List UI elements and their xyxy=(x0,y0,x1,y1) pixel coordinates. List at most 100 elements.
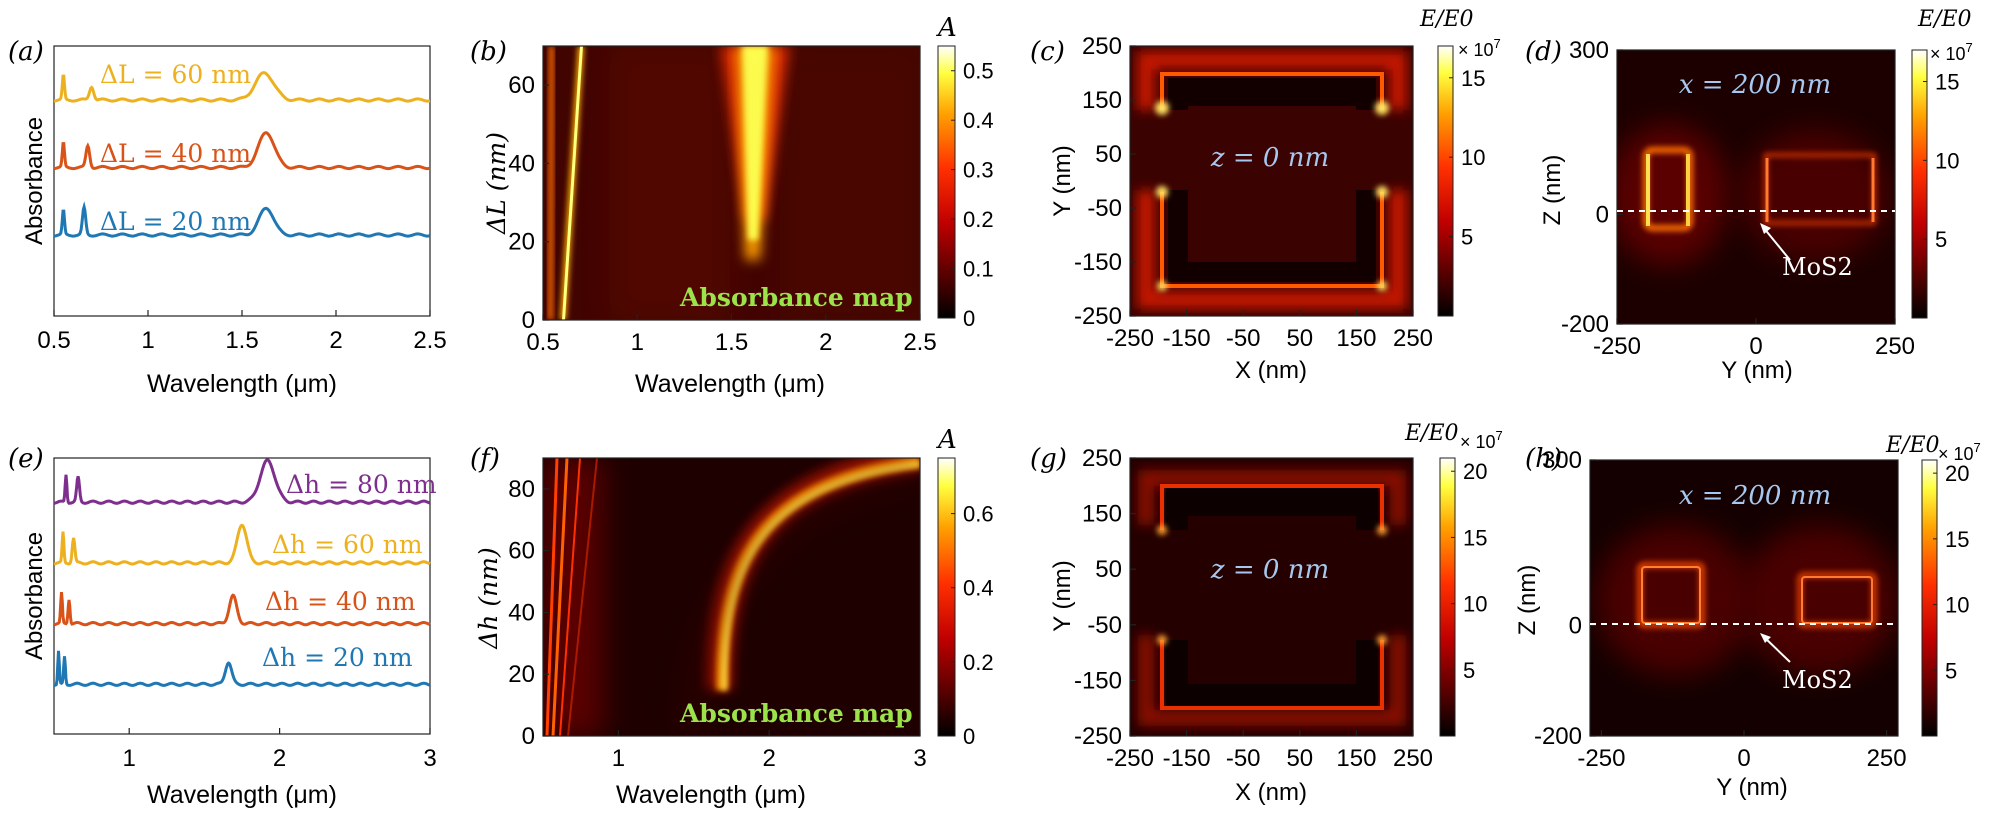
colorbar-tick-label: 20 xyxy=(1463,459,1487,484)
colorbar-tick-label: 5 xyxy=(1463,658,1475,683)
panel-label-f: (f) xyxy=(470,444,500,474)
series-group-a xyxy=(53,71,431,238)
xtick-label: -50 xyxy=(1226,745,1261,772)
ytick-label: 60 xyxy=(508,538,535,565)
colorbar-mult-text-g: × 10 xyxy=(1460,432,1496,452)
ylabel-e: Absorbance xyxy=(21,532,48,660)
series-line-a-2 xyxy=(53,71,431,103)
ylabel-g: Y (nm) xyxy=(1049,560,1076,632)
ytick-label: 20 xyxy=(508,229,535,256)
xticks-b: 0.5 1 1.5 2 2.5 xyxy=(526,314,937,356)
colorbar-mult-text-d: × 10 xyxy=(1930,44,1966,64)
ytick-label: 0 xyxy=(1596,201,1609,228)
xtick-label: -250 xyxy=(1593,333,1641,360)
heatmap-b xyxy=(543,46,920,320)
legend-label-e-80: Δh = 80 nm xyxy=(286,470,437,499)
yticks-h: 300 0 -200 xyxy=(1534,447,1596,750)
colorbar-label-f: A xyxy=(936,425,957,455)
annotation-c: z = 0 nm xyxy=(1210,143,1329,173)
xlabel-a: Wavelength (μm) xyxy=(147,370,337,398)
colorbar-tick-label: 0.4 xyxy=(963,576,994,601)
colorbar-tick-label: 5 xyxy=(1945,658,1957,683)
xtick-label: 3 xyxy=(423,745,436,772)
ytick-label: 250 xyxy=(1082,445,1122,472)
panel-label-e: (e) xyxy=(8,444,44,474)
heatmap-c xyxy=(1130,46,1413,316)
annotation-f: Absorbance map xyxy=(679,699,913,728)
legend-label-e-20: Δh = 20 nm xyxy=(262,643,413,672)
panel-label-d: (d) xyxy=(1525,37,1562,67)
colorbar-tick-label: 0 xyxy=(963,306,975,331)
yticks-b: 0 20 40 60 xyxy=(508,72,549,334)
legend-label-a-60: ΔL = 60 nm xyxy=(100,60,251,89)
arrow-label-h: MoS2 xyxy=(1782,666,1853,694)
colorbar-mult-g: × 107 xyxy=(1460,428,1503,452)
xticks-e: 1 2 3 xyxy=(123,728,437,772)
ytick-label: -150 xyxy=(1074,249,1122,276)
series-line-e-3 xyxy=(53,458,431,505)
panel-h: (h) MoS2 x = 200 nm Z (nm) Y (nm) -250 0 2… xyxy=(1514,433,1981,801)
yticks-d: 300 0 -200 xyxy=(1561,37,1623,338)
xtick-label: 2 xyxy=(763,745,776,772)
colorbar-h xyxy=(1921,459,1938,737)
ylabel-f: Δh (nm) xyxy=(474,547,503,649)
colorbar-g xyxy=(1439,457,1456,737)
panel-c: (c) z = 0 nm Y (nm) X (nm) -2 xyxy=(1030,7,1501,384)
colorbar-tick-label: 5 xyxy=(1935,227,1947,252)
ytick-label: 150 xyxy=(1082,501,1122,528)
xtick-label: 2.5 xyxy=(413,327,446,354)
arrowhead-d xyxy=(1760,223,1771,234)
xticks-c: -250 -150 -50 50 150 250 xyxy=(1106,310,1433,352)
xtick-label: 1 xyxy=(612,745,625,772)
annotation-d: x = 200 nm xyxy=(1679,70,1831,100)
yticks-c: 250 150 50 -50 -150 -250 xyxy=(1074,33,1136,330)
colorbar-tick-label: 15 xyxy=(1935,70,1959,95)
colorbar-label-h: E/E0 xyxy=(1885,433,1940,458)
arrowhead-h xyxy=(1760,633,1771,643)
colorbar-tick-label: 0.4 xyxy=(963,108,994,133)
ytick-label: -50 xyxy=(1087,195,1122,222)
panel-f: (f) Absorbance map Δh (nm) Wavelength (μ… xyxy=(470,425,994,809)
panel-g: (g) z = 0 nm Y (nm) X (nm) -250 -150 -50 xyxy=(1030,421,1503,806)
xtick-label: 2.5 xyxy=(903,329,936,356)
colorbar-ticks-c: 5 10 15 xyxy=(1449,66,1485,250)
ylabel-a: Absorbance xyxy=(21,117,48,245)
ytick-label: 20 xyxy=(508,661,535,688)
colorbar-tick-label: 10 xyxy=(1945,593,1969,618)
colorbar-mult-c: × 107 xyxy=(1458,36,1501,60)
colorbar-ticks-h: 5 10 15 20 xyxy=(1933,461,1969,683)
xticks-a: 0.5 1 1.5 2 2.5 xyxy=(37,310,447,354)
xtick-label: 3 xyxy=(913,745,926,772)
ytick-label: 40 xyxy=(508,599,535,626)
panel-a: (a) Absorbance Wavelength (μm) 0.5 1 1.5 2 2… xyxy=(8,37,447,398)
xticks-g: -250 -150 -50 50 150 250 xyxy=(1106,730,1433,772)
ytick-label: -200 xyxy=(1534,723,1582,750)
xtick-label: 2 xyxy=(329,327,342,354)
ytick-label: -50 xyxy=(1087,612,1122,639)
colorbar-tick-label: 0.6 xyxy=(963,502,994,527)
ytick-label: -250 xyxy=(1074,303,1122,330)
ytick-label: 50 xyxy=(1095,141,1122,168)
panel-label-b: (b) xyxy=(470,37,507,67)
xtick-label: 2 xyxy=(273,745,286,772)
colorbar-tick-label: 5 xyxy=(1461,225,1473,250)
arrow-d xyxy=(1762,226,1791,261)
colorbar-tick-label: 0.2 xyxy=(963,207,994,232)
panel-label-g: (g) xyxy=(1030,444,1067,474)
heatmap-h xyxy=(1590,460,1898,736)
colorbar-exp-d: 7 xyxy=(1966,40,1973,55)
panel-b: (b) Absorbance map ΔL (nm) Wavelength (μ… xyxy=(470,13,994,398)
colorbar-f xyxy=(937,457,956,737)
plot-frame-f xyxy=(542,457,921,737)
xtick-label: 250 xyxy=(1393,745,1433,772)
xtick-label: 1 xyxy=(123,745,136,772)
heatmap-f xyxy=(543,458,920,736)
annotation-g: z = 0 nm xyxy=(1210,555,1329,585)
colorbar-ticks-d: 5 10 15 xyxy=(1923,70,1959,252)
ytick-label: 300 xyxy=(1569,37,1609,64)
legend-label-a-20: ΔL = 20 nm xyxy=(100,207,251,236)
xtick-label: -50 xyxy=(1226,325,1261,352)
xtick-label: -250 xyxy=(1106,745,1154,772)
xlabel-f: Wavelength (μm) xyxy=(616,781,806,809)
legend-label-a-40: ΔL = 40 nm xyxy=(100,139,251,168)
